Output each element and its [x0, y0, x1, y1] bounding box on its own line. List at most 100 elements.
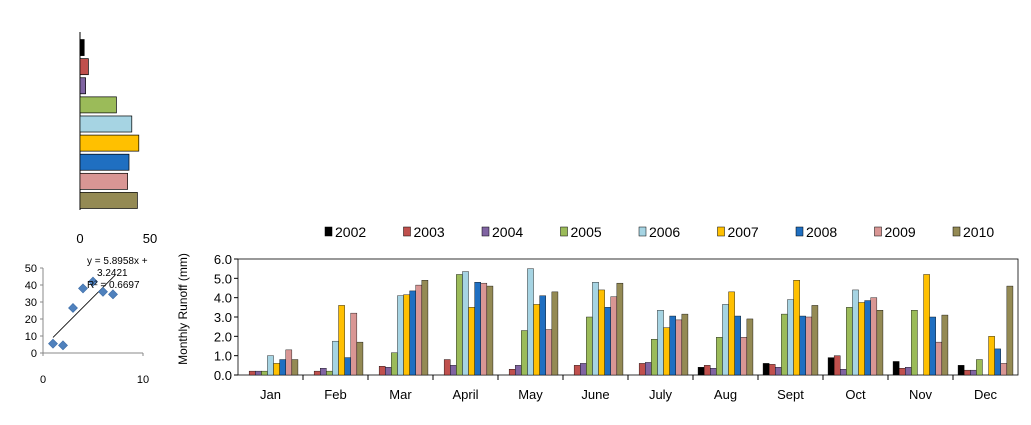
- bar-2005-Aug: [716, 337, 723, 376]
- bar-2005-June: [586, 316, 593, 376]
- bar-2003-Sept: [768, 364, 776, 376]
- bar-2007-Oct: [858, 302, 865, 376]
- legend-swatch-2005: [560, 226, 568, 237]
- bar-2006-Mar: [397, 295, 404, 376]
- legend-label-2007: 2007: [728, 224, 759, 240]
- hbar-x-tick-label: 0: [76, 231, 83, 246]
- bar-2006-Aug: [722, 304, 729, 376]
- scatter-x-tick-label: 10: [137, 374, 149, 386]
- bar-2003-Aug: [703, 365, 711, 376]
- bar-2006-July: [657, 310, 664, 376]
- bar-2002-Aug: [697, 367, 705, 376]
- bar-2006-Oct: [852, 289, 859, 376]
- y-tick-label: 6.0: [214, 252, 232, 267]
- legend-label-2006: 2006: [649, 224, 680, 240]
- bar-2005-July: [651, 339, 658, 376]
- bar-2010-Mar: [421, 280, 429, 376]
- hbar-bar-2010: [79, 192, 138, 209]
- bar-2005-Feb: [326, 370, 333, 376]
- legend-label-2003: 2003: [414, 224, 445, 240]
- bar-2003-May: [508, 369, 516, 376]
- bar-2003-Feb: [313, 370, 321, 376]
- scatter-point: [108, 289, 118, 300]
- hbar-bar-2009: [79, 172, 128, 190]
- bar-2007-June: [598, 289, 605, 376]
- scatter-point: [98, 286, 108, 297]
- y-tick-label: 0.0: [214, 368, 232, 383]
- x-tick-label: Oct: [845, 387, 866, 402]
- bar-2007-July: [663, 327, 670, 376]
- bar-2005-May: [521, 330, 528, 376]
- bar-2010-Aug: [746, 318, 754, 376]
- bar-2005-Mar: [391, 352, 398, 376]
- bar-2003-April: [443, 359, 451, 376]
- scatter-equation-label: R² = 0.6697: [87, 280, 140, 291]
- hbar-bar-2002: [79, 39, 85, 56]
- bar-2002-Dec: [957, 365, 965, 376]
- bar-2004-Jan: [255, 370, 262, 376]
- legend-swatch-2008: [795, 226, 804, 237]
- bar-2007-Dec: [988, 336, 995, 376]
- bar-2005-Sept: [781, 313, 788, 376]
- bar-2003-Dec: [963, 369, 971, 376]
- bar-2004-July: [645, 362, 652, 376]
- bar-2004-May: [515, 365, 522, 376]
- bar-2009-Jan: [285, 349, 293, 376]
- bar-2009-July: [675, 319, 683, 376]
- bar-2004-April: [450, 365, 457, 376]
- x-tick-label: Dec: [974, 387, 998, 402]
- bar-2007-Sept: [793, 280, 800, 376]
- bar-2003-Nov: [898, 368, 906, 376]
- bar-2007-Jan: [273, 363, 280, 376]
- scatter-trendline: [52, 275, 116, 338]
- bar-2006-Sept: [787, 299, 794, 376]
- bar-2008-Dec: [994, 348, 1001, 376]
- bar-2010-Sept: [811, 305, 819, 376]
- bar-2008-Sept: [799, 315, 806, 376]
- bar-2010-Feb: [356, 341, 364, 376]
- bar-2009-Oct: [870, 297, 878, 376]
- bar-2005-Nov: [911, 310, 918, 376]
- bar-2009-Sept: [805, 316, 813, 376]
- x-tick-label: May: [518, 387, 543, 402]
- x-tick-label: Mar: [389, 387, 412, 402]
- bar-2006-Jan: [267, 355, 274, 376]
- hbar-x-tick-label: 50: [143, 231, 157, 246]
- bar-2009-June: [610, 296, 618, 376]
- hbar-bar-2006: [79, 115, 133, 133]
- scatter-y-tick-label: 20: [25, 314, 37, 326]
- legend-label-2002: 2002: [335, 224, 366, 240]
- y-tick-label: 4.0: [214, 291, 232, 306]
- bar-2007-Feb: [338, 305, 345, 376]
- bar-2007-Mar: [403, 294, 410, 376]
- y-tick-label: 5.0: [214, 271, 232, 286]
- legend-label-2004: 2004: [492, 224, 523, 240]
- bar-2002-Oct: [827, 357, 835, 376]
- bar-2008-Feb: [344, 357, 351, 376]
- bar-2010-Jan: [291, 359, 299, 376]
- monthly-runoff-chart: 0.0 1.0 2.0 3.0 4.0 5.0 6.0 Monthly Runoff (mm)…: [176, 224, 1019, 402]
- bar-2002-Nov: [892, 361, 900, 376]
- legend-swatch-2004: [481, 226, 490, 237]
- scatter-y-tick-label: 50: [25, 263, 37, 275]
- bar-2007-Aug: [728, 291, 735, 376]
- bar-2008-Aug: [734, 315, 741, 376]
- legend-label-2009: 2009: [885, 224, 916, 240]
- bar-2009-Mar: [415, 284, 423, 376]
- bar-2003-June: [573, 365, 581, 376]
- scatter-equation-label: 3.2421: [97, 268, 128, 279]
- scatter-point: [48, 338, 58, 349]
- bar-2004-Aug: [710, 368, 717, 376]
- bar-2004-June: [580, 363, 587, 376]
- bar-2007-April: [468, 307, 475, 376]
- bar-2007-May: [533, 304, 540, 376]
- y-tick-label: 3.0: [214, 310, 232, 325]
- scatter-point: [78, 283, 88, 294]
- scatter-y-tick-label: 30: [25, 297, 37, 309]
- x-tick-label: Nov: [909, 387, 933, 402]
- bar-2005-Dec: [976, 359, 983, 376]
- x-tick-label: Aug: [714, 387, 737, 402]
- bar-2006-April: [462, 271, 469, 376]
- bar-2003-Mar: [378, 366, 386, 376]
